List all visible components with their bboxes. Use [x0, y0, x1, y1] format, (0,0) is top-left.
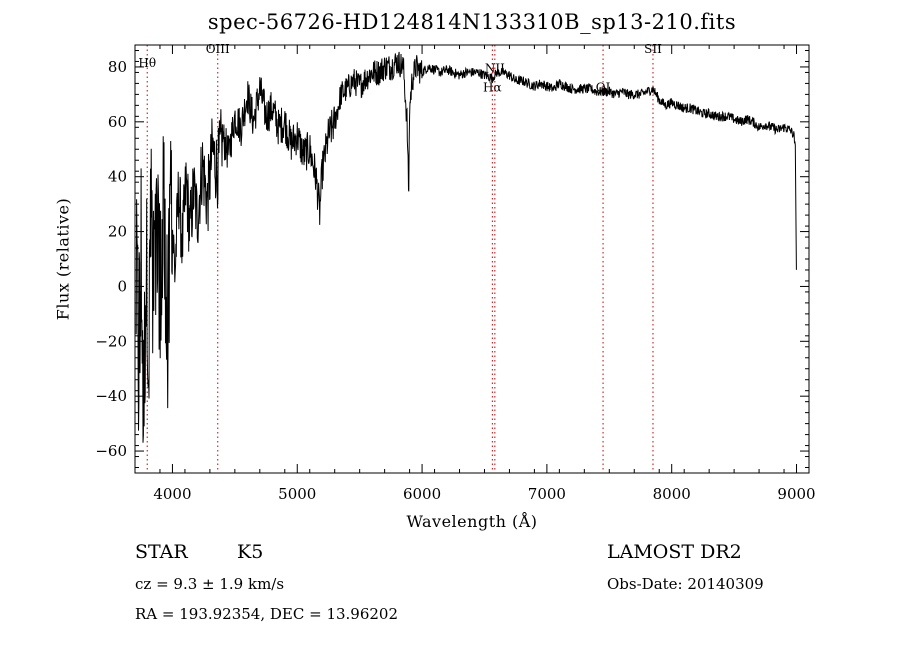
y-tick-label-1: −40	[95, 387, 127, 405]
redshift-velocity: cz = 9.3 ± 1.9 km/s	[135, 575, 285, 593]
y-tick-label-6: 60	[108, 113, 127, 131]
y-tick-label-5: 40	[108, 168, 127, 186]
y-tick-label-0: −60	[95, 442, 127, 460]
x-tick-label-5: 9000	[777, 485, 815, 503]
line-marker-label-1: OIII	[206, 42, 230, 56]
survey-name: LAMOST DR2	[607, 541, 742, 563]
x-tick-label-1: 5000	[278, 485, 316, 503]
y-tick-label-2: −20	[95, 332, 127, 350]
object-class: STAR	[135, 541, 188, 563]
x-tick-label-2: 6000	[403, 485, 441, 503]
line-marker-label-0: Hθ	[138, 56, 156, 70]
line-marker-label-4: OI	[596, 81, 611, 95]
observation-date: Obs-Date: 20140309	[607, 575, 764, 593]
line-marker-label-5: SII	[644, 42, 662, 56]
y-tick-label-7: 80	[108, 58, 127, 76]
object-subclass: K5	[237, 541, 264, 563]
line-marker-label-3: NII	[485, 61, 505, 75]
x-tick-label-3: 7000	[528, 485, 566, 503]
sky-coordinates: RA = 193.92354, DEC = 13.96202	[135, 605, 399, 623]
chart-title: spec-56726-HD124814N133310B_sp13-210.fit…	[207, 10, 737, 34]
y-tick-label-3: 0	[117, 277, 127, 295]
line-marker-label-2: Hα	[483, 81, 502, 95]
y-axis-label: Flux (relative)	[53, 197, 73, 321]
x-axis-label: Wavelength (Å)	[406, 512, 538, 531]
y-tick-label-4: 20	[108, 223, 127, 241]
x-tick-label-4: 8000	[653, 485, 691, 503]
x-tick-label-0: 4000	[153, 485, 191, 503]
spectrum-line	[135, 51, 797, 443]
